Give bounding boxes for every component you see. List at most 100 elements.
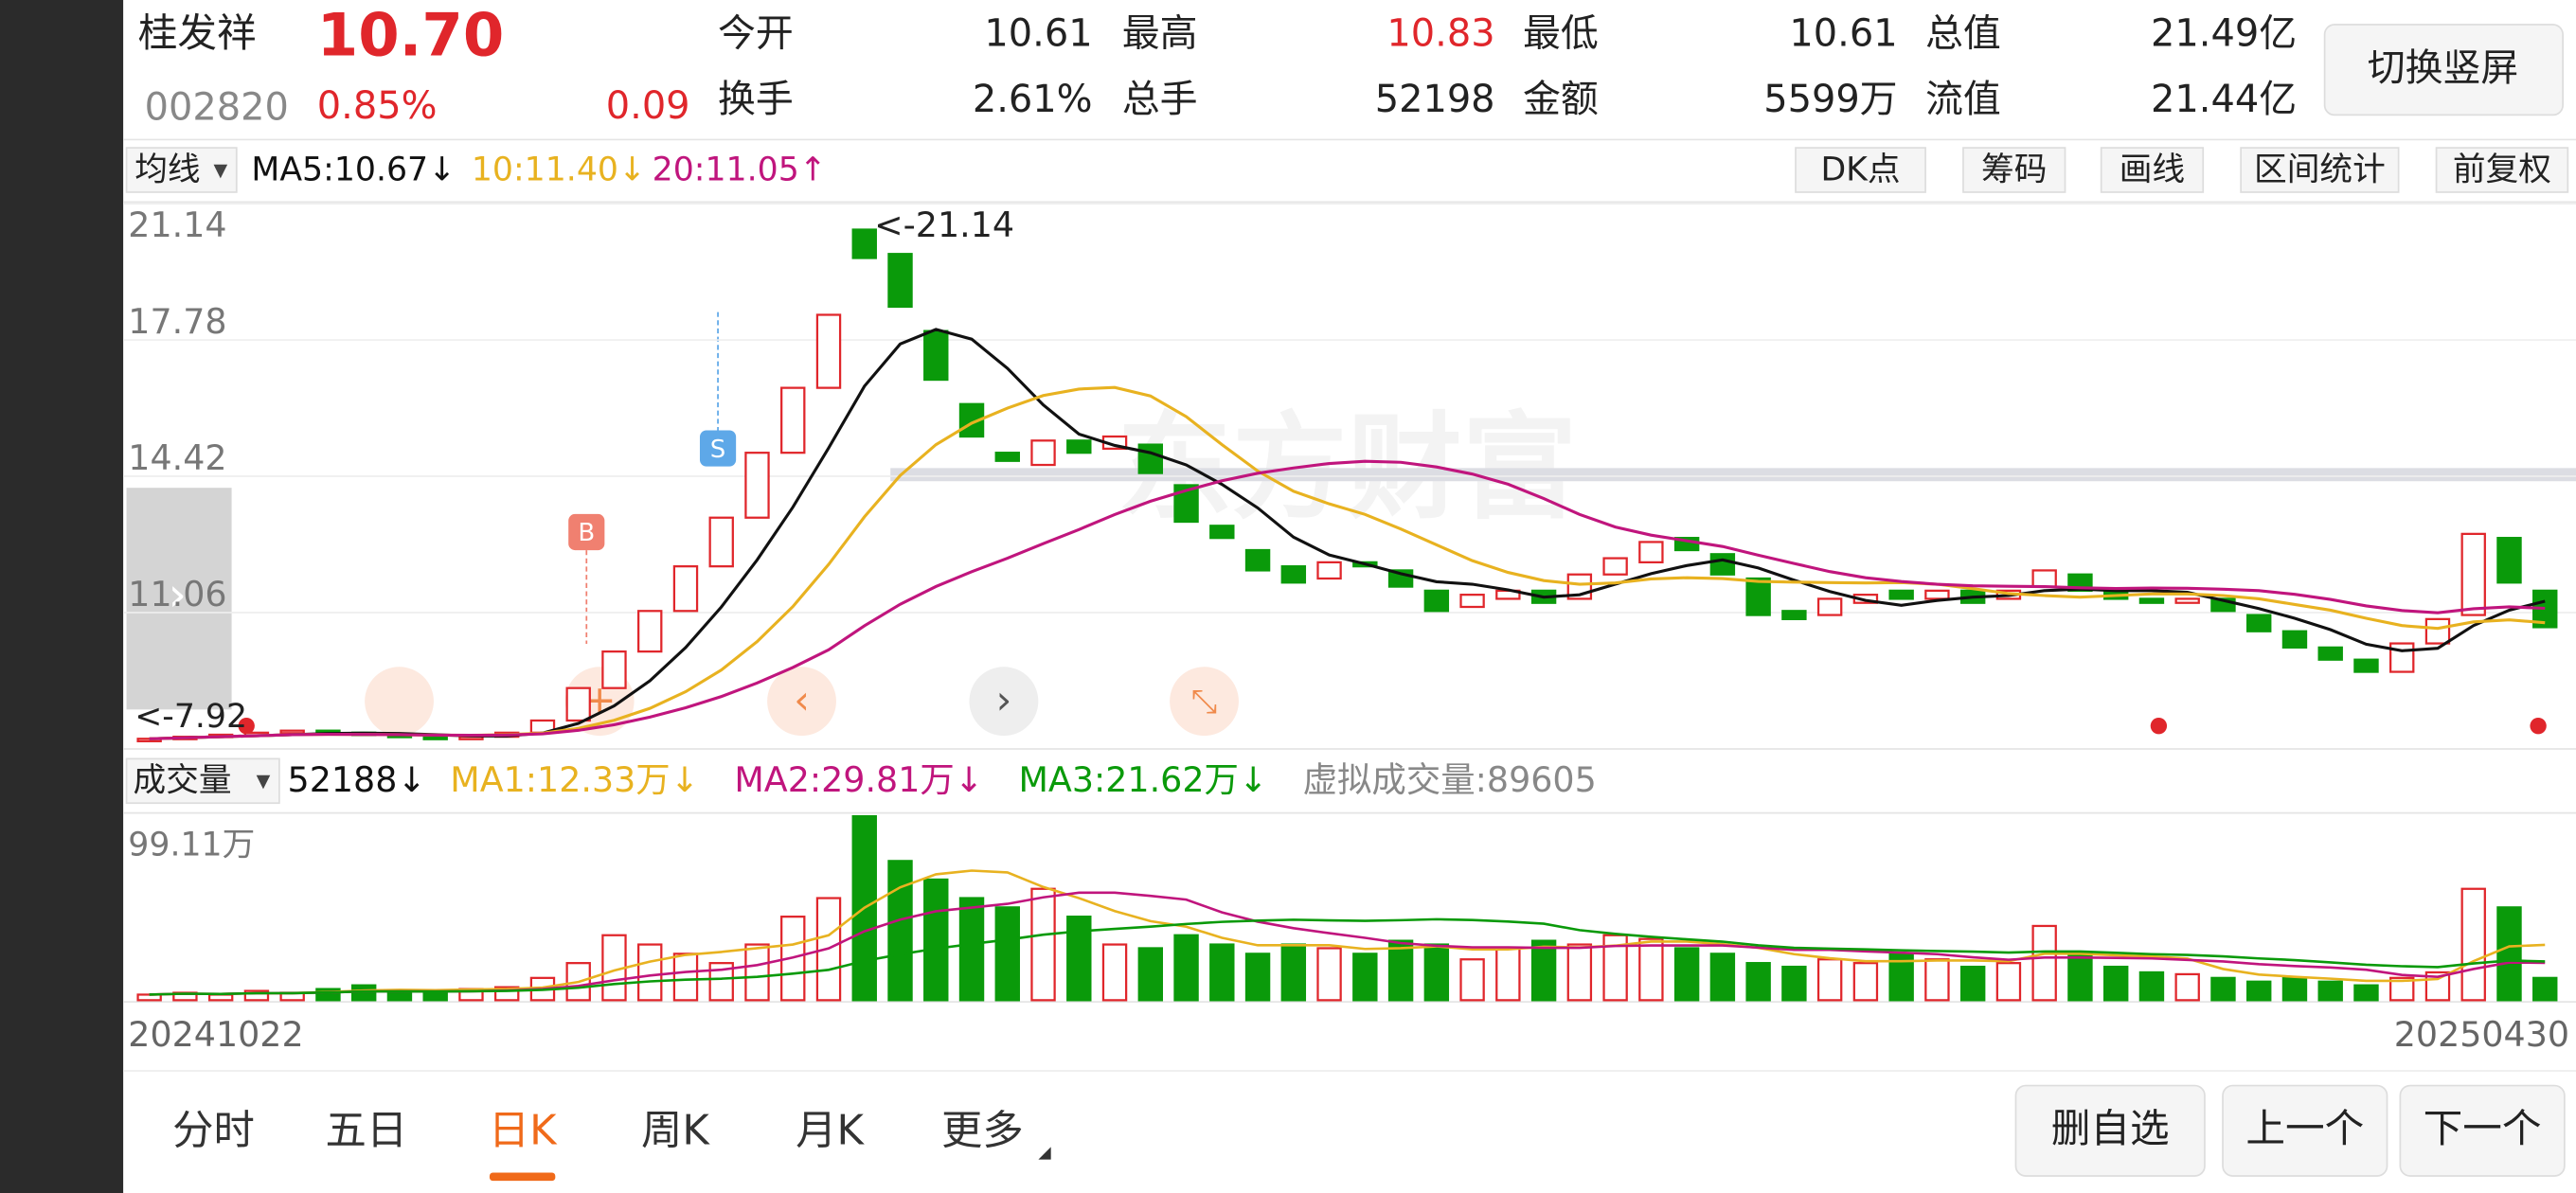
candle-body <box>851 228 877 259</box>
volume-bar <box>2210 976 2236 1002</box>
volume-bar <box>1316 947 1342 1002</box>
volume-bar <box>1530 939 1557 1002</box>
tool-button[interactable] <box>1962 147 2066 193</box>
volume-bar <box>994 906 1020 1002</box>
volume-bar <box>1352 953 1378 1002</box>
tab[interactable]: 更多 <box>941 1107 1024 1154</box>
candle-body <box>672 565 699 613</box>
candle-body <box>2389 642 2415 673</box>
tool-button[interactable] <box>2100 147 2205 193</box>
y-tick-label: 14.42 <box>128 437 226 478</box>
volume-bar <box>637 943 663 1002</box>
candle-body <box>1423 589 1450 613</box>
volume-bar <box>1101 943 1128 1002</box>
action-button-label: 上一个 <box>2245 1105 2364 1151</box>
volume-legend: 虚拟成交量:89605 <box>1303 759 1597 800</box>
volume-bar <box>2460 887 2486 1002</box>
volume-select-label: 成交量 <box>134 762 232 800</box>
volume-bar <box>422 991 448 1002</box>
action-button[interactable] <box>2399 1084 2566 1177</box>
candle-body <box>1924 589 1950 600</box>
volume-bar <box>315 988 341 1002</box>
volume-bar <box>2067 953 2093 1002</box>
volume-bar <box>1924 958 1950 1002</box>
volume-bar <box>672 953 699 1002</box>
volume-ma-line <box>149 917 2546 996</box>
nav-icon: › <box>996 676 1012 722</box>
action-button[interactable] <box>2222 1084 2388 1177</box>
tab[interactable]: 分时 <box>172 1107 255 1154</box>
tab[interactable]: 月K <box>796 1107 865 1154</box>
candle-body <box>2031 569 2057 588</box>
y-tick-label: 17.78 <box>128 301 226 342</box>
candle-body <box>1066 439 1092 454</box>
volume-bar <box>1709 953 1736 1002</box>
nav-button[interactable] <box>767 667 836 737</box>
candle-body <box>815 313 842 389</box>
candle-body <box>565 686 591 722</box>
side-handle[interactable] <box>126 488 232 710</box>
tool-button[interactable] <box>2240 147 2400 193</box>
tool-button[interactable] <box>1795 147 1926 193</box>
tool-button-label: 筹码 <box>1981 151 2047 188</box>
tab-underline <box>489 1172 556 1182</box>
ma-value: MA5:10.67↓ <box>251 151 456 188</box>
more-arrow: ◢ <box>1038 1144 1051 1163</box>
tab[interactable]: 日K <box>489 1107 558 1154</box>
volume-bar <box>1566 943 1593 1002</box>
tool-button-label: 前复权 <box>2453 151 2551 188</box>
stat-label: 今开 <box>718 12 794 56</box>
volume-ma-line <box>149 869 2546 996</box>
rotate-button[interactable] <box>2323 24 2564 116</box>
candle-body <box>2353 658 2379 673</box>
volume-bar <box>2138 970 2165 1002</box>
action-button-label: 下一个 <box>2424 1105 2542 1151</box>
ma-select[interactable] <box>125 147 238 193</box>
volume-bar <box>1995 962 2022 1002</box>
tool-button[interactable] <box>2435 147 2569 193</box>
candle-body <box>1781 610 1807 620</box>
candle-body <box>1137 443 1164 474</box>
volume-select[interactable] <box>125 757 280 805</box>
candle-body <box>1280 565 1307 584</box>
volume-bar <box>1173 934 1199 1002</box>
action-button-label: 删自选 <box>2051 1105 2170 1151</box>
tab[interactable]: 五日 <box>325 1107 407 1154</box>
volume-legend: MA2:29.81万↓ <box>734 759 983 800</box>
tool-button-label: 区间统计 <box>2254 151 2386 188</box>
volume-bar <box>2389 976 2415 1002</box>
nav-button[interactable] <box>969 667 1039 737</box>
stat-value: 10.83 <box>1386 12 1494 56</box>
nav-button[interactable] <box>1170 667 1239 737</box>
stat-label: 金额 <box>1523 78 1599 121</box>
stock-price: 10.70 <box>317 1 505 70</box>
candle-body <box>1816 597 1843 616</box>
candle-body <box>887 253 913 309</box>
stat-label: 最低 <box>1523 12 1599 56</box>
volume-bar <box>2102 965 2129 1002</box>
nav-button[interactable] <box>365 667 434 737</box>
candle-body <box>1709 553 1736 576</box>
volume-bar <box>1745 962 1771 1002</box>
volume-bar <box>2317 980 2343 1002</box>
change: 0.09 <box>606 84 690 128</box>
stat-value: 10.61 <box>1789 12 1897 56</box>
tab[interactable]: 周K <box>641 1107 710 1154</box>
candle-body <box>601 650 627 689</box>
buy-marker-text: B <box>578 519 595 547</box>
candle-body <box>744 452 770 519</box>
stat-value: 21.49亿 <box>2151 12 2297 56</box>
candle-body <box>780 386 806 454</box>
buy-marker <box>568 513 605 551</box>
signal-dot <box>2150 718 2168 735</box>
volume-bar <box>1066 916 1092 1002</box>
candle-body <box>1888 589 1914 600</box>
candle-body <box>708 516 734 568</box>
stat-value: 2.61% <box>973 78 1093 121</box>
volume-bar <box>923 878 949 1002</box>
action-button[interactable] <box>2014 1084 2206 1177</box>
stat-label: 总手 <box>1122 78 1198 121</box>
sell-marker-text: S <box>710 436 726 464</box>
